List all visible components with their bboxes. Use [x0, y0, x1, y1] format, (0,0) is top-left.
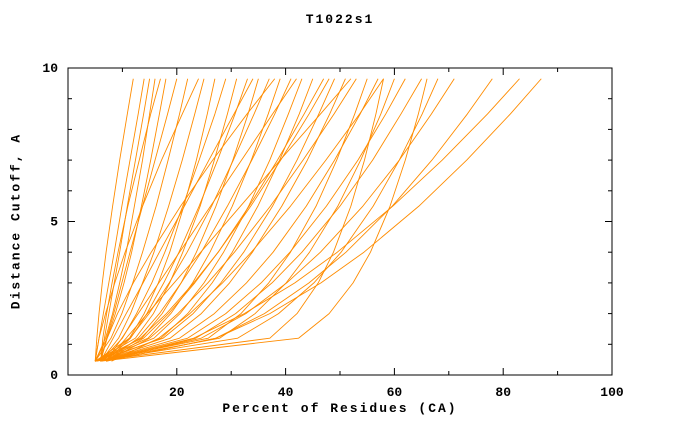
model-curve: [94, 78, 199, 362]
model-curve: [100, 78, 379, 362]
model-curve: [95, 78, 384, 362]
model-curve: [100, 78, 346, 362]
model-curve: [105, 78, 542, 362]
x-axis-label: Percent of Residues (CA): [222, 401, 458, 416]
model-curve: [100, 78, 151, 362]
chart-title: T1022s1: [305, 12, 375, 27]
model-curve: [105, 78, 493, 362]
x-tick-label: 40: [278, 385, 294, 400]
model-curve: [105, 78, 357, 362]
x-tick-label: 60: [387, 385, 403, 400]
model-curve: [100, 78, 428, 362]
y-tick-label: 0: [50, 368, 58, 383]
model-curve: [94, 78, 145, 362]
model-curve: [94, 78, 134, 362]
model-curves: [94, 78, 542, 362]
model-curve: [100, 78, 270, 362]
model-curve: [95, 78, 335, 362]
model-curve: [100, 78, 178, 362]
model-curve: [94, 78, 167, 362]
model-curve: [100, 78, 161, 362]
model-curve: [95, 78, 303, 362]
model-curve: [111, 78, 384, 362]
model-curve: [94, 78, 216, 362]
model-curve: [100, 78, 205, 362]
model-curve: [100, 78, 330, 362]
y-tick-label: 10: [42, 61, 58, 76]
model-curve: [100, 78, 520, 362]
model-curve: [100, 78, 406, 362]
model-curve: [100, 78, 254, 362]
model-curve: [105, 78, 422, 362]
x-tick-label: 80: [495, 385, 511, 400]
model-curve: [100, 78, 276, 362]
model-curve: [100, 78, 455, 362]
x-tick-label: 0: [64, 385, 72, 400]
x-tick-label: 100: [600, 385, 624, 400]
y-tick-label: 5: [50, 215, 58, 230]
model-curve: [105, 78, 352, 362]
axes: 0 20 40 60 80 100 0 5 10: [42, 61, 624, 400]
model-curve: [105, 78, 297, 362]
model-curve: [95, 78, 439, 362]
model-curve: [94, 78, 238, 362]
model-curve: [100, 78, 314, 362]
x-tick-label: 20: [169, 385, 185, 400]
